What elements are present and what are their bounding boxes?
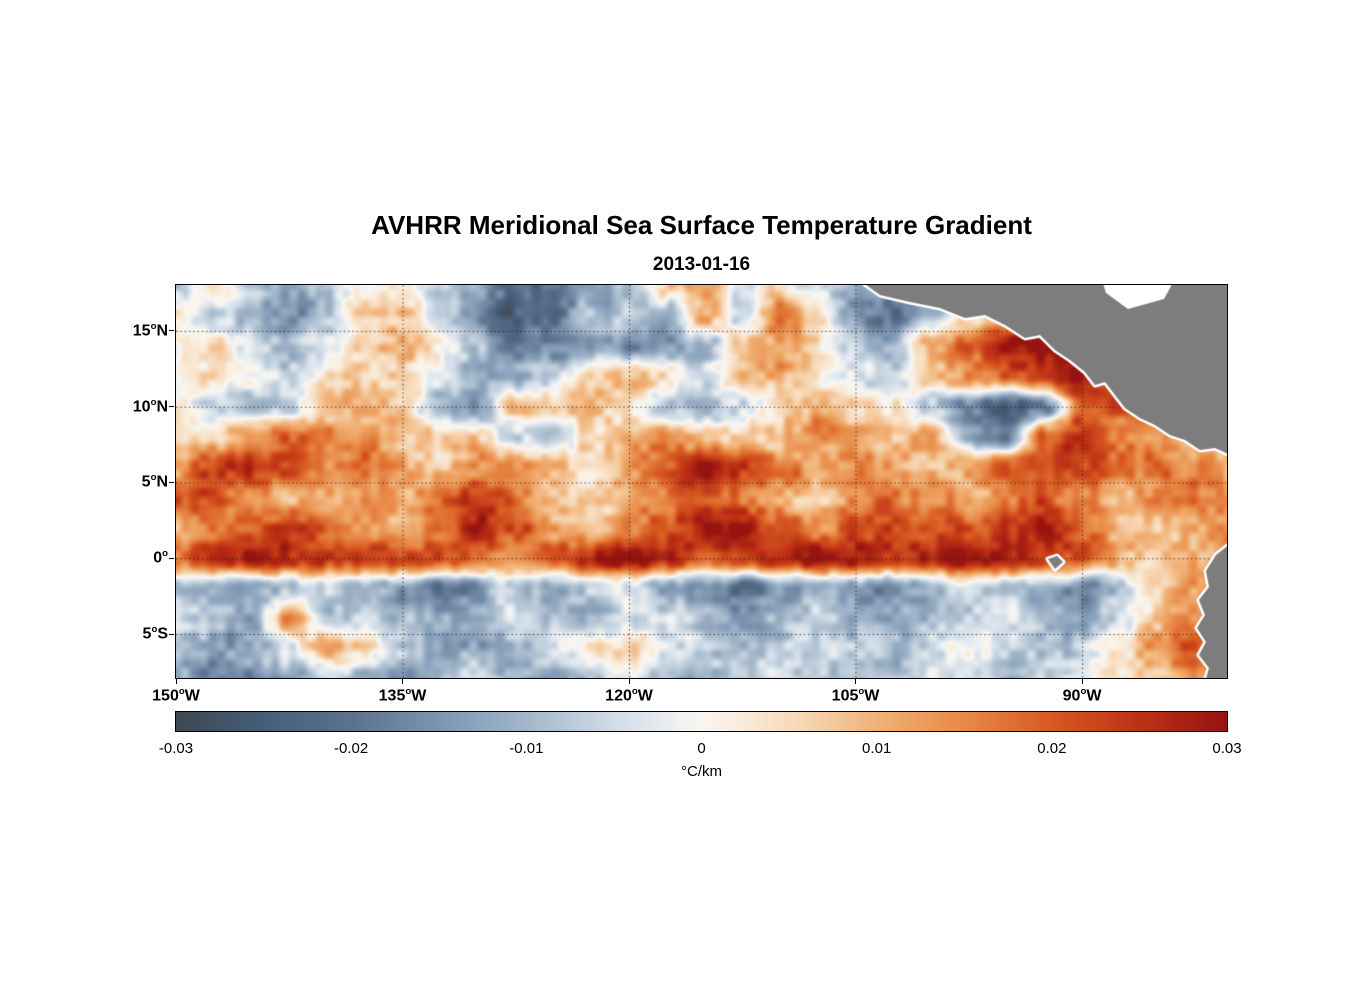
y-tick-label: 15oN	[132, 320, 168, 340]
chart-title: AVHRR Meridional Sea Surface Temperature…	[371, 210, 1032, 240]
colorbar-tick-label: 0	[697, 740, 706, 757]
colorbar-unit-label: °C/km	[681, 763, 722, 780]
x-tick-mark	[402, 679, 403, 684]
y-tick-label: 10oN	[132, 396, 168, 416]
x-tick-mark	[175, 679, 177, 684]
y-tick-mark	[169, 557, 174, 559]
x-tick-label: 150oW	[152, 686, 200, 705]
colorbar-tick-label: -0.01	[509, 740, 544, 757]
chart-subtitle-date: 2013-01-16	[652, 254, 751, 275]
colorbar-gradient	[176, 712, 1227, 731]
colorbar-tick-label: 0.02	[1037, 740, 1067, 757]
x-tick-mark	[628, 679, 630, 684]
x-tick-mark	[855, 679, 857, 684]
colorbar-tick-label: -0.02	[334, 740, 369, 757]
x-tick-label: 120oW	[605, 686, 653, 705]
y-tick-label: 0o	[153, 548, 168, 567]
y-tick-mark	[169, 406, 174, 408]
x-tick-mark	[1081, 679, 1083, 684]
y-tick-label: 5oS	[142, 624, 168, 643]
x-tick-label: 135oW	[378, 686, 427, 705]
x-tick-label: 90oW	[1062, 686, 1102, 705]
colorbar-tick-label: 0.01	[862, 740, 892, 757]
colorbar-tick-label: -0.03	[158, 740, 194, 757]
x-tick-label: 105oW	[831, 686, 880, 705]
y-tick-label: 5oN	[141, 472, 168, 491]
sst-gradient-heatmap	[176, 285, 1227, 678]
y-tick-mark	[169, 633, 174, 635]
y-tick-mark	[169, 481, 174, 483]
y-tick-mark	[169, 330, 174, 332]
colorbar-tick-label: 0.03	[1212, 740, 1242, 757]
